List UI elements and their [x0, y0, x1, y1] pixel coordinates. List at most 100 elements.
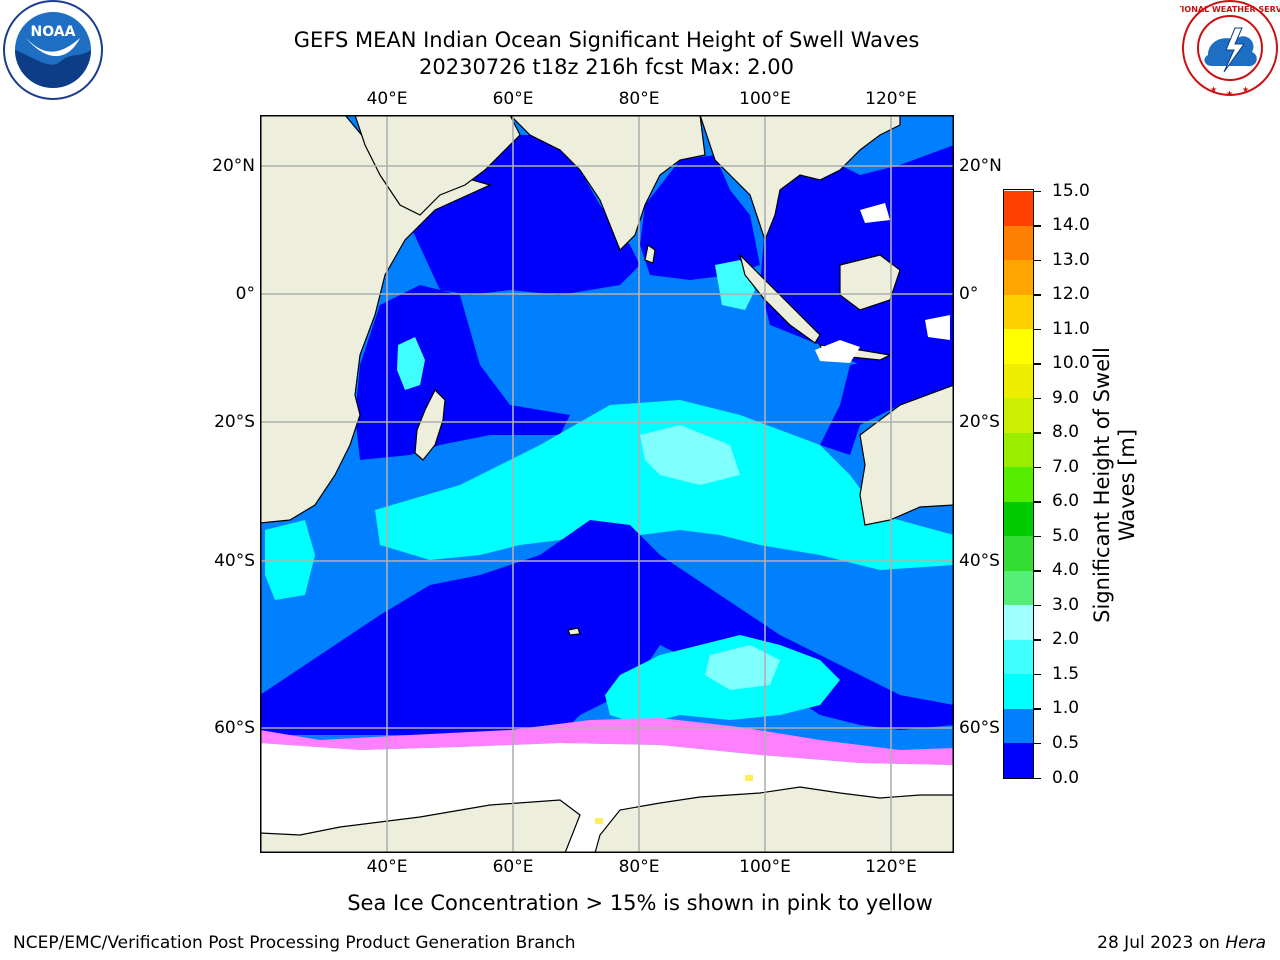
- southeast-asia-land: [699, 115, 901, 242]
- colorbar-tick-mark: [1034, 501, 1041, 503]
- lat-tick-right-60s: 60°S: [959, 718, 1000, 738]
- kerguelen-island: [567, 627, 581, 636]
- colorbar-tick-mark: [1034, 466, 1041, 469]
- maritime-white-3: [925, 315, 950, 340]
- colorbar-tick-label: 5.0: [1052, 525, 1080, 546]
- nws-ring-text: NATIONAL WEATHER SERVICE: [1180, 5, 1280, 14]
- colorbar-tick-label: 0.0: [1052, 767, 1080, 788]
- map-panel: [260, 115, 954, 853]
- colorbar-tick-mark: [1034, 294, 1041, 296]
- colorbar-tick-label: 1.5: [1052, 663, 1080, 684]
- madagascar-land: [414, 388, 446, 461]
- svg-text:★: ★: [1210, 85, 1217, 94]
- colorbar-bin: [1004, 397, 1033, 433]
- colorbar-bin: [1004, 673, 1033, 709]
- lon-tick-bottom-40e: 40°E: [366, 857, 408, 877]
- land: [260, 115, 954, 853]
- noaa-logo-text: NOAA: [31, 24, 76, 40]
- lon-tick-top-40e: 40°E: [366, 89, 408, 109]
- sumatra-land: [738, 253, 821, 344]
- colorbar-label-line1: Significant Height of Swell: [1090, 347, 1114, 623]
- colorbar-bin: [1004, 604, 1033, 640]
- colorbar-tick-mark: [1034, 570, 1041, 572]
- bay-of-bengal-low: [640, 155, 760, 280]
- colorbar-tick-mark: [1034, 225, 1041, 227]
- colorbar-tick-mark: [1034, 708, 1041, 710]
- lat-tick-left-40s: 40°S: [214, 551, 255, 571]
- colorbar-bin: [1004, 466, 1033, 502]
- lat-tick-left-60s: 60°S: [214, 718, 255, 738]
- australia-land: [859, 384, 954, 526]
- lon-tick-top-60e: 60°E: [492, 89, 534, 109]
- colorbar-label-line2: Waves [m]: [1115, 428, 1139, 542]
- colorbar-tick-label: 6.0: [1052, 491, 1080, 512]
- colorbar-tick-label: 15.0: [1052, 180, 1090, 201]
- colorbar: [1003, 189, 1034, 779]
- colorbar-bin: [1004, 742, 1033, 778]
- colorbar-bin: [1004, 294, 1033, 330]
- colorbar-bin: [1004, 708, 1033, 744]
- map-gridlines: [260, 115, 954, 853]
- chart-title-line2: 20230726 t18z 216h fcst Max: 2.00: [419, 55, 794, 79]
- antarctica-land: [260, 799, 581, 853]
- footer-credit: NCEP/EMC/Verification Post Processing Pr…: [13, 933, 576, 953]
- ice-yellow-patch-2: [595, 818, 603, 824]
- lat-tick-left-20s: 20°S: [214, 412, 255, 432]
- noaa-logo: NOAA: [0, 0, 108, 100]
- lat-tick-right-0: 0°: [959, 284, 979, 304]
- colorbar-bin: [1004, 259, 1033, 295]
- colorbar-tick-mark: [1034, 604, 1041, 607]
- colorbar-tick-mark: [1034, 639, 1041, 641]
- colorbar-label: Significant Height of Swell Waves [m]: [1090, 325, 1140, 645]
- map-canvas: [260, 115, 954, 853]
- colorbar-tick-label: 14.0: [1052, 215, 1090, 236]
- lon-tick-bottom-120e: 120°E: [865, 857, 917, 877]
- colorbar-bin: [1004, 190, 1033, 226]
- sea-ice-edge-pink: [260, 718, 954, 765]
- colorbar-tick-label: 1.0: [1052, 698, 1080, 719]
- colorbar-tick-label: 3.0: [1052, 594, 1080, 615]
- west-cyan-patch: [265, 520, 315, 600]
- southern-pale-cyan-blob: [705, 645, 780, 690]
- lon-tick-bottom-80e: 80°E: [618, 857, 660, 877]
- lat-tick-right-20s: 20°S: [959, 412, 1000, 432]
- ice-yellow-patch: [745, 775, 753, 781]
- nws-logo: NATIONAL WEATHER SERVICE ★ ★ ★: [1164, 0, 1280, 100]
- colorbar-tick-mark: [1034, 190, 1041, 192]
- borneo-land: [839, 254, 901, 311]
- mozambique-channel-cyan: [397, 337, 425, 390]
- subtropical-pale-cyan: [640, 425, 740, 485]
- colorbar-tick-label: 0.5: [1052, 732, 1080, 753]
- lat-tick-right-20n: 20°N: [959, 156, 1002, 176]
- india-land: [509, 115, 706, 252]
- colorbar-tick-mark: [1034, 777, 1041, 779]
- colorbar-bin: [1004, 535, 1033, 571]
- mozambique-low: [355, 285, 570, 460]
- lat-tick-left-0: 0°: [235, 284, 255, 304]
- svg-text:★: ★: [1226, 89, 1233, 98]
- colorbar-tick-mark: [1034, 259, 1041, 262]
- sri-lanka-land: [644, 243, 656, 264]
- colorbar-tick-mark: [1034, 363, 1041, 365]
- arabia-land: [354, 115, 521, 216]
- colorbar-bin: [1004, 328, 1033, 364]
- colorbar-tick-label: 2.0: [1052, 629, 1080, 650]
- colorbar-tick-label: 4.0: [1052, 560, 1080, 581]
- lon-tick-top-120e: 120°E: [865, 89, 917, 109]
- colorbar-bin: [1004, 432, 1033, 468]
- colorbar-tick-label: 12.0: [1052, 284, 1090, 305]
- colorbar-tick-label: 7.0: [1052, 456, 1080, 477]
- colorbar-tick-mark: [1034, 328, 1041, 331]
- subtropical-cyan-belt: [375, 400, 954, 570]
- lon-tick-top-100e: 100°E: [739, 89, 791, 109]
- colorbar-tick-mark: [1034, 742, 1041, 745]
- colorbar-bin: [1004, 501, 1033, 537]
- lat-tick-left-20n: 20°N: [212, 156, 255, 176]
- lon-tick-top-80e: 80°E: [618, 89, 660, 109]
- colorbar-tick-mark: [1034, 432, 1041, 434]
- chart-title-line1: GEFS MEAN Indian Ocean Significant Heigh…: [293, 28, 920, 52]
- lon-tick-bottom-60e: 60°E: [492, 857, 534, 877]
- colorbar-bin: [1004, 639, 1033, 675]
- southeast-asia-low: [760, 145, 954, 375]
- colorbar-tick-label: 13.0: [1052, 249, 1090, 270]
